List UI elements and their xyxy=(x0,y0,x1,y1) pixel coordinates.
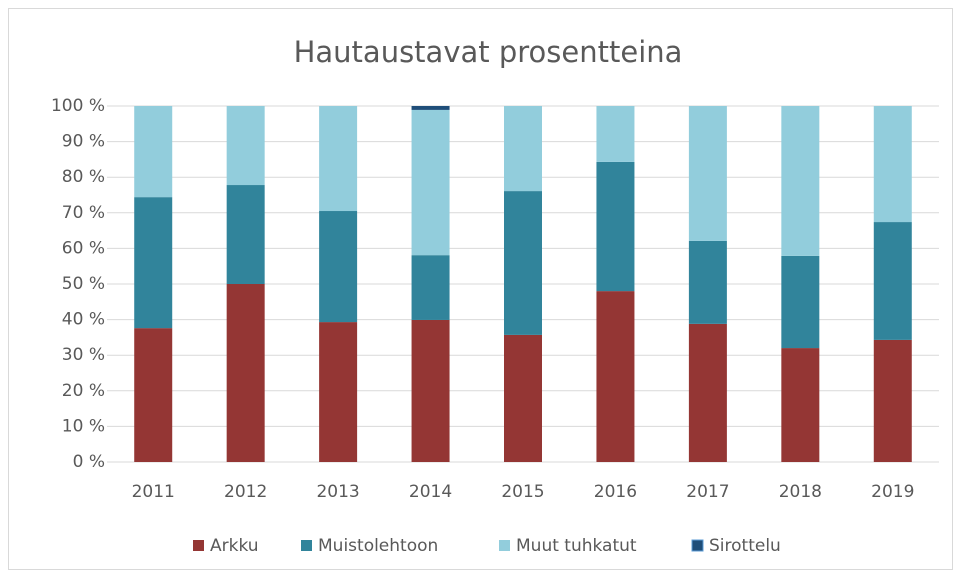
chart-title: Hautaustavat prosentteina xyxy=(294,35,683,69)
bar-segment xyxy=(411,319,450,462)
y-tick-label: 30 % xyxy=(62,345,105,365)
x-tick-label: 2015 xyxy=(501,482,544,502)
y-tick-label: 20 % xyxy=(62,381,105,401)
bar-segment xyxy=(134,328,173,462)
bar-segment xyxy=(319,106,358,212)
x-tick-label: 2016 xyxy=(594,482,637,502)
y-tick-label: 50 % xyxy=(62,274,105,294)
bar-segment xyxy=(596,106,635,162)
bar-segment xyxy=(688,106,727,241)
bar-segment xyxy=(411,106,450,110)
bar-segment xyxy=(226,185,265,284)
legend-label: Sirottelu xyxy=(709,536,781,556)
bar-segment xyxy=(873,222,912,340)
bar-segment xyxy=(781,348,820,462)
y-tick-label: 40 % xyxy=(62,310,105,330)
bar-segment xyxy=(226,106,265,186)
legend-swatch xyxy=(499,540,510,551)
x-tick-label: 2013 xyxy=(316,482,359,502)
x-tick-label: 2019 xyxy=(871,482,914,502)
x-tick-label: 2014 xyxy=(409,482,452,502)
legend-swatch xyxy=(193,540,204,551)
x-tick-label: 2012 xyxy=(224,482,267,502)
bar-segment xyxy=(319,211,358,323)
bar-segment xyxy=(411,255,450,320)
y-tick-label: 70 % xyxy=(62,203,105,223)
legend-label: Muistolehtoon xyxy=(318,536,438,556)
x-tick-label: 2018 xyxy=(779,482,822,502)
y-tick-label: 80 % xyxy=(62,167,105,187)
bar-segment xyxy=(596,291,635,462)
bar-segment xyxy=(226,284,265,462)
bar-segment xyxy=(504,334,542,462)
bar-segment xyxy=(504,191,542,335)
bar-segment xyxy=(134,106,173,198)
y-tick-label: 60 % xyxy=(62,238,105,258)
bar-segment xyxy=(319,322,358,462)
x-tick-label: 2017 xyxy=(686,482,729,502)
legend-label: Muut tuhkatut xyxy=(516,536,637,556)
bar-segment xyxy=(134,197,173,329)
bar-segment xyxy=(781,106,820,256)
y-tick-label: 0 % xyxy=(73,452,105,472)
bar-segment xyxy=(781,255,820,349)
bar-segment xyxy=(873,339,912,462)
bar-segment xyxy=(688,323,727,462)
x-tick-label: 2011 xyxy=(132,482,175,502)
bar-segment xyxy=(596,161,635,292)
y-tick-label: 100 % xyxy=(51,96,105,116)
bar-segment xyxy=(688,240,727,324)
legend-label: Arkku xyxy=(210,536,259,556)
y-tick-label: 10 % xyxy=(62,416,105,436)
bar-segment xyxy=(873,106,912,223)
bar-segment xyxy=(411,109,450,256)
y-tick-label: 90 % xyxy=(62,132,105,152)
bar-segment xyxy=(504,106,542,192)
legend-swatch xyxy=(691,539,704,552)
legend-swatch xyxy=(301,540,312,551)
